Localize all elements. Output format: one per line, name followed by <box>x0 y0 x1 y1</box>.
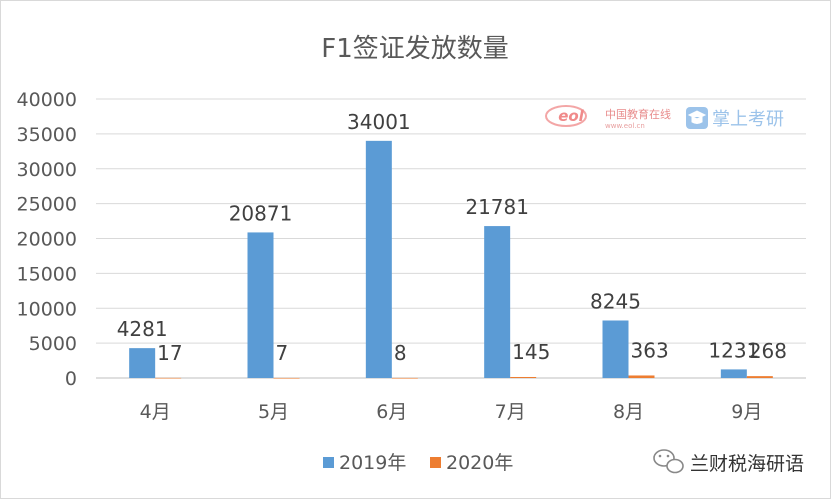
data-label: 7 <box>276 341 289 365</box>
y-tick-label: 10000 <box>17 298 77 320</box>
y-tick-label: 15000 <box>17 263 77 285</box>
bar-2019年-4月 <box>129 348 156 378</box>
kaoyan-text: 掌上考研 <box>712 109 784 130</box>
bars <box>129 140 773 379</box>
mortarboard-icon <box>686 107 708 129</box>
bar-2019年-8月 <box>602 320 629 378</box>
data-label: 21781 <box>465 195 529 219</box>
kaoyan-watermark: 掌上考研 <box>686 107 784 130</box>
data-label: 8245 <box>590 289 641 313</box>
y-tick-label: 35000 <box>17 124 77 146</box>
x-tick-label: 9月 <box>731 401 762 423</box>
data-label: 4281 <box>117 317 168 341</box>
eol-logo: eol <box>558 107 584 125</box>
data-label: 363 <box>631 338 669 362</box>
y-tick-label: 30000 <box>17 159 77 181</box>
legend-swatch <box>430 457 441 468</box>
wechat-watermark: 兰财税海研语 <box>653 449 804 475</box>
wechat-account: 兰财税海研语 <box>690 453 804 475</box>
legend-label: 2020年 <box>446 452 513 474</box>
grid <box>96 98 806 379</box>
legend-label: 2019年 <box>339 452 406 474</box>
x-axis: 4月 5月 6月 7月 8月 9月 <box>140 401 763 423</box>
eol-text: 中国教育在线 <box>605 107 671 121</box>
data-label: 8 <box>394 341 407 365</box>
legend: 2019年 2020年 <box>323 452 513 474</box>
bar-2019年-7月 <box>484 226 511 378</box>
eol-watermark: eol 中国教育在线 www.eol.cn <box>545 105 671 130</box>
eol-logo-icon <box>545 105 587 127</box>
y-tick-label: 20000 <box>17 229 77 251</box>
eol-url: www.eol.cn <box>605 122 645 130</box>
bar-2020年-6月 <box>391 377 418 379</box>
data-label: 145 <box>512 340 550 364</box>
x-tick-label: 5月 <box>258 401 289 423</box>
bar-2020年-5月 <box>273 377 300 379</box>
y-tick-label: 0 <box>65 368 77 390</box>
bar-2019年-5月 <box>247 232 274 378</box>
data-label: 1231 <box>708 338 759 362</box>
wechat-icon <box>653 449 684 474</box>
x-tick-label: 4月 <box>140 401 171 423</box>
y-axis: 0 5000 10000 15000 20000 25000 30000 35000 40000 <box>17 89 77 390</box>
data-label: 34001 <box>347 110 411 134</box>
bar-2020年-7月 <box>510 376 537 378</box>
bar-2020年-9月 <box>746 376 773 378</box>
bar-2020年-4月 <box>155 377 182 379</box>
y-tick-label: 40000 <box>17 89 77 111</box>
chart-title: F1签证发放数量 <box>321 34 509 64</box>
y-tick-label: 5000 <box>29 333 77 355</box>
x-tick-label: 7月 <box>495 401 526 423</box>
y-tick-label: 25000 <box>17 194 77 216</box>
x-tick-label: 6月 <box>376 401 407 423</box>
bar-2020年-8月 <box>628 375 655 378</box>
legend-swatch <box>323 457 334 468</box>
x-tick-label: 8月 <box>613 401 644 423</box>
data-label: 20871 <box>229 201 293 225</box>
data-label: 268 <box>749 339 787 363</box>
bar-2019年-6月 <box>365 140 392 378</box>
data-label: 17 <box>157 341 182 365</box>
bar-2019年-9月 <box>720 369 747 378</box>
